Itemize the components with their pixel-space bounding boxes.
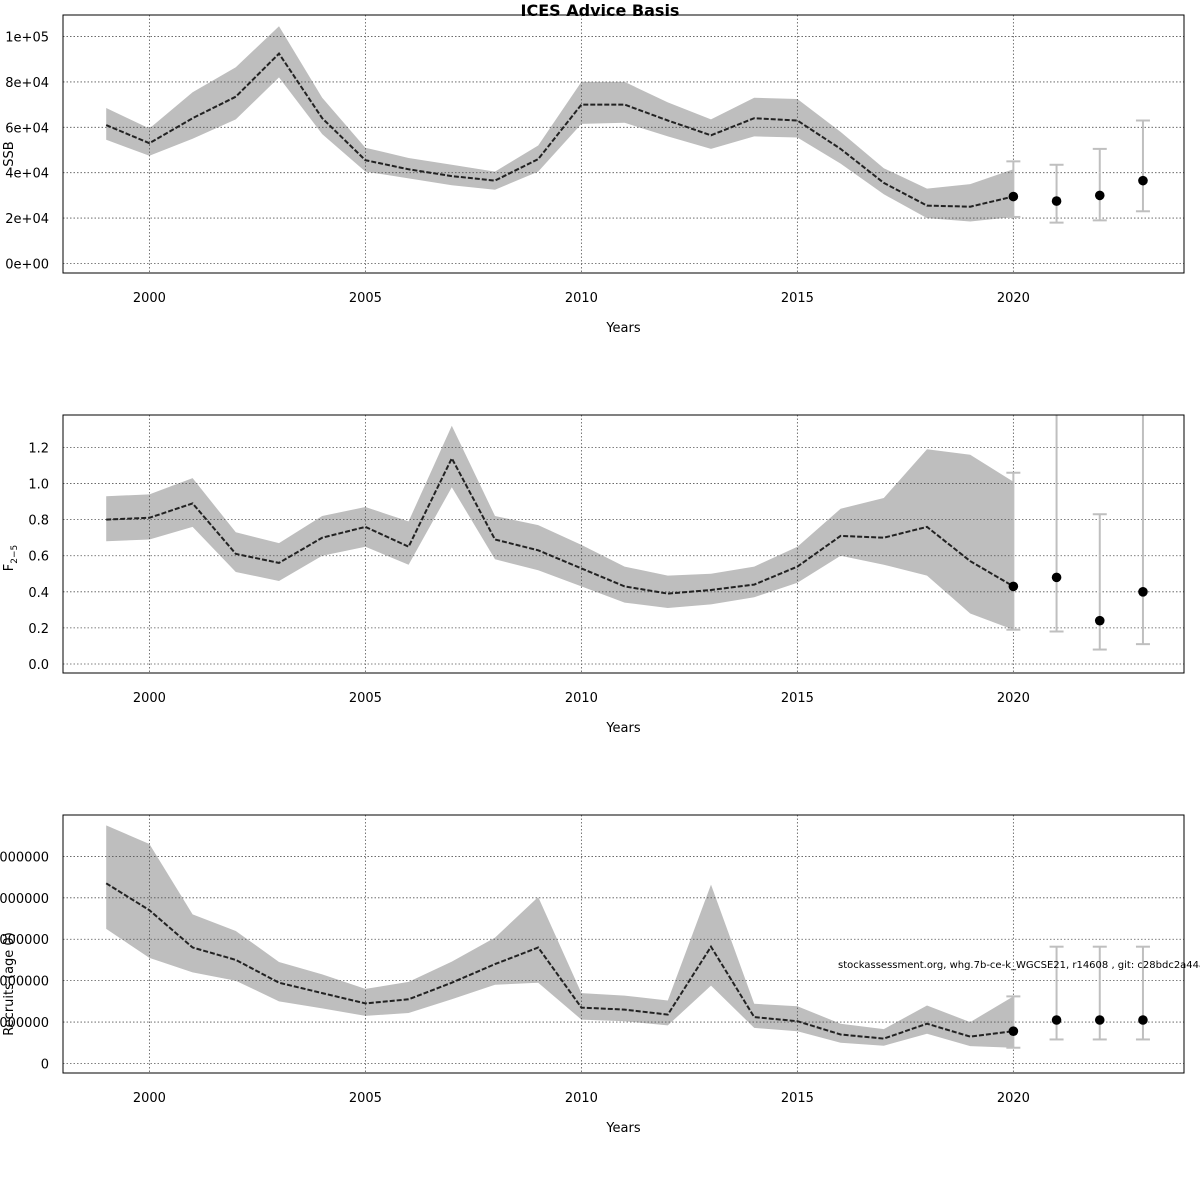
x-tick-label: 2010 — [565, 691, 598, 706]
estimate-line — [105, 52, 1014, 208]
y-tick-label: 1e+05 — [5, 31, 49, 46]
x-tick-label: 2020 — [997, 1091, 1030, 1106]
y-axis-label-main: Recruits (age 0) — [2, 932, 17, 1036]
confidence-band — [106, 825, 1014, 1048]
x-tick-label: 2015 — [781, 291, 814, 306]
x-tick-label: 2010 — [565, 1091, 598, 1106]
y-tick-label: 0.8 — [28, 514, 49, 529]
y-tick-label: 1000000 — [0, 1016, 49, 1031]
forecast-point — [1094, 615, 1105, 626]
plot-frame — [62, 814, 1185, 1074]
y-axis-label: SSB — [2, 141, 17, 166]
y-axis-label-main: F — [2, 564, 17, 571]
y-tick-label: 2e+04 — [5, 212, 49, 227]
x-tick-label: 2000 — [133, 291, 166, 306]
y-tick-label: 1.0 — [28, 478, 49, 493]
estimate-line — [105, 882, 1014, 1040]
x-axis-label: Years — [605, 1121, 641, 1136]
y-tick-label: 0e+00 — [5, 257, 49, 272]
x-tick-label: 2020 — [997, 691, 1030, 706]
x-tick-label: 2010 — [565, 291, 598, 306]
x-axis-label: Years — [605, 321, 641, 336]
x-tick-label: 2000 — [133, 691, 166, 706]
x-tick-label: 2020 — [997, 291, 1030, 306]
x-tick-label: 2005 — [349, 691, 382, 706]
y-axis-label: F2−5 — [2, 545, 20, 571]
y-tick-label: 3000000 — [0, 933, 49, 948]
y-tick-label: 4e+04 — [5, 167, 49, 182]
x-tick-label: 2005 — [349, 1091, 382, 1106]
confidence-band — [106, 26, 1014, 222]
forecast-point — [1008, 1026, 1019, 1036]
forecast-point — [1008, 581, 1019, 592]
plot-frame — [62, 14, 1185, 274]
y-tick-label: 6e+04 — [5, 121, 49, 136]
x-axis-label: Years — [605, 721, 641, 736]
forecast-point — [1051, 1015, 1062, 1025]
forecast-point — [1138, 1015, 1148, 1025]
chart-title: ICES Advice Basis — [521, 1, 680, 20]
forecast-point — [1008, 191, 1019, 202]
footnote: stockassessment.org, whg.7b-ce-k_WGCSE21… — [838, 960, 1200, 971]
ssb-panel: 2000 2005 2010 2015 2020 0e+00 2e+04 4e+04 6e+04… — [2, 14, 1185, 336]
plot-frame — [62, 414, 1185, 674]
x-tick-label: 2015 — [781, 691, 814, 706]
plot-area — [63, 415, 1184, 673]
forecast-point — [1138, 175, 1148, 186]
forecast-point — [1051, 196, 1062, 206]
x-tick-label: 2005 — [349, 291, 382, 306]
plot-area — [63, 815, 1184, 1073]
fishing-mortality-panel: 2000 2005 2010 2015 2020 0.0 0.2 0.4 0.6 0.8 1.0 1.… — [2, 414, 1185, 736]
x-tick-label: 2015 — [781, 1091, 814, 1106]
y-tick-label: 5000000 — [0, 850, 49, 865]
forecast-point — [1094, 190, 1105, 201]
y-tick-label: 0.0 — [28, 658, 49, 673]
x-tick-label: 2000 — [133, 1091, 166, 1106]
forecast-point — [1051, 572, 1062, 583]
y-axis-label: Recruits (age 0) — [2, 932, 17, 1036]
y-tick-label: 8e+04 — [5, 76, 49, 91]
plot-area — [63, 15, 1184, 273]
forecast-point — [1138, 587, 1148, 597]
y-tick-label: 0.4 — [28, 586, 49, 601]
forecast-point — [1094, 1015, 1105, 1025]
confidence-band — [106, 425, 1014, 630]
y-tick-label: 0.2 — [28, 622, 49, 637]
y-tick-label: 1.2 — [28, 441, 49, 456]
y-axis-label-main: SSB — [2, 141, 17, 166]
y-axis-label-subscript: 2−5 — [10, 545, 20, 564]
y-tick-label: 4000000 — [0, 892, 49, 907]
y-tick-label: 0.6 — [28, 550, 49, 565]
estimate-line — [106, 456, 1014, 595]
y-tick-label: 0 — [41, 1057, 49, 1072]
